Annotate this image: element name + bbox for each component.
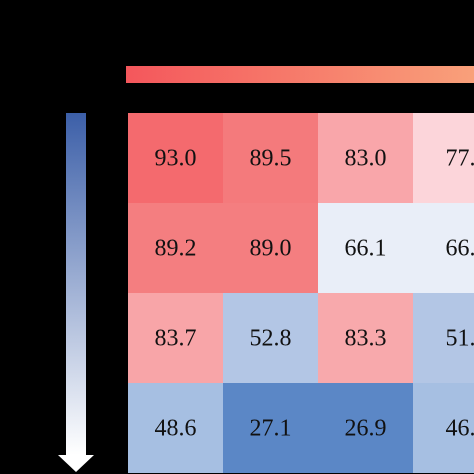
heatmap-cell [413, 383, 474, 473]
heatmap-cell [223, 113, 318, 203]
heatmap-cell [318, 293, 413, 383]
cell-label: 83.3 [345, 326, 387, 352]
heatmap-cell [223, 203, 318, 293]
cell-label: 66. [446, 236, 474, 262]
cell-label: 89.0 [250, 236, 292, 262]
heatmap-cell [413, 203, 474, 293]
cell-label: 83.7 [155, 326, 197, 352]
cell-label: 52.8 [250, 326, 292, 352]
heatmap-grid: 93.0 89.5 83.0 77. 89.2 89.0 66.1 66. 83.7 52.8 83… [128, 113, 474, 473]
heatmap-cell [223, 383, 318, 473]
heatmap-cell [128, 383, 223, 473]
cell-label: 46. [446, 416, 474, 442]
side-gradient-arrow [66, 113, 86, 455]
cell-label: 93.0 [155, 146, 197, 172]
cell-label: 89.2 [155, 236, 197, 262]
cell-label: 48.6 [155, 416, 197, 442]
heatmap-cell [128, 293, 223, 383]
arrow-head [58, 455, 94, 472]
cell-label: 27.1 [250, 416, 292, 442]
cell-label: 26.9 [345, 416, 387, 442]
cell-label: 66.1 [345, 236, 387, 262]
heatmap-cell [128, 203, 223, 293]
heatmap-cell [413, 113, 474, 203]
cell-label: 51. [446, 326, 474, 352]
cell-label: 77. [446, 146, 474, 172]
heatmap-cell [318, 203, 413, 293]
heatmap-cell [318, 383, 413, 473]
heatmap-cell [128, 113, 223, 203]
top-gradient-bar [126, 66, 474, 83]
heatmap-cell [318, 113, 413, 203]
cell-label: 83.0 [345, 146, 387, 172]
heatmap-cell [413, 293, 474, 383]
cell-label: 89.5 [250, 146, 292, 172]
heatmap-cell [223, 293, 318, 383]
